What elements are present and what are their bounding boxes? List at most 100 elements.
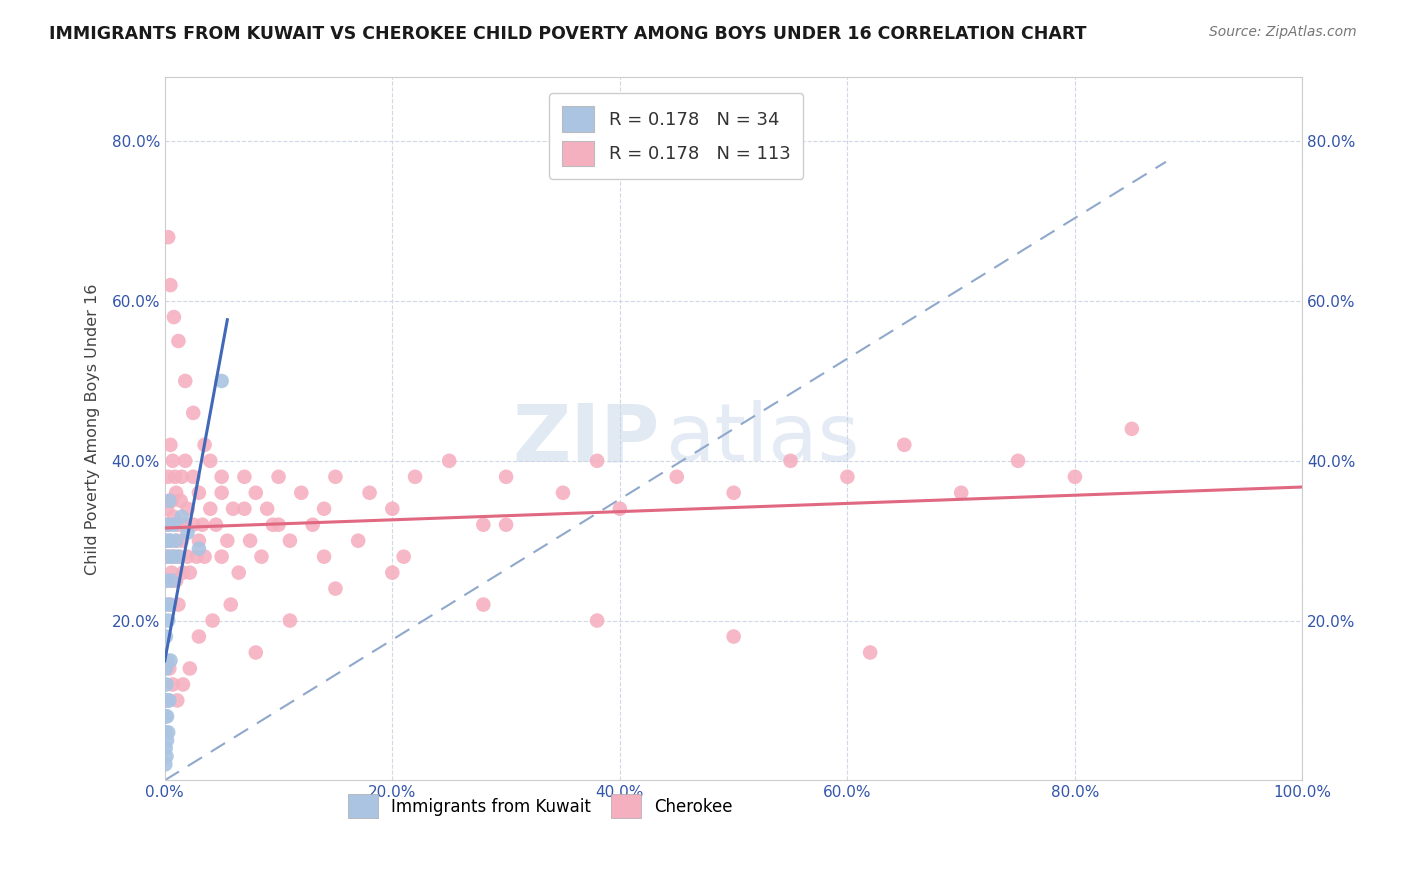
Point bbox=[156, 549, 179, 564]
Point bbox=[163, 574, 186, 588]
Point bbox=[156, 733, 179, 747]
Point bbox=[381, 566, 404, 580]
Point bbox=[174, 374, 197, 388]
Point bbox=[228, 566, 250, 580]
Point bbox=[194, 438, 217, 452]
Point bbox=[157, 549, 180, 564]
Text: atlas: atlas bbox=[665, 401, 859, 478]
Point bbox=[174, 517, 197, 532]
Point bbox=[160, 574, 183, 588]
Point bbox=[392, 549, 415, 564]
Point bbox=[157, 493, 180, 508]
Point bbox=[179, 661, 201, 675]
Point bbox=[245, 485, 267, 500]
Point bbox=[174, 454, 197, 468]
Point bbox=[250, 549, 273, 564]
Point bbox=[159, 533, 181, 548]
Point bbox=[170, 493, 193, 508]
Legend: Immigrants from Kuwait, Cherokee: Immigrants from Kuwait, Cherokee bbox=[342, 788, 740, 825]
Point bbox=[163, 549, 186, 564]
Point bbox=[162, 549, 184, 564]
Point bbox=[211, 549, 233, 564]
Point bbox=[245, 646, 267, 660]
Point bbox=[267, 517, 290, 532]
Point bbox=[233, 470, 256, 484]
Point bbox=[837, 470, 859, 484]
Point bbox=[155, 725, 177, 739]
Point bbox=[159, 278, 181, 293]
Point bbox=[211, 374, 233, 388]
Point bbox=[211, 470, 233, 484]
Point bbox=[609, 501, 631, 516]
Text: ZIP: ZIP bbox=[512, 401, 659, 478]
Point bbox=[301, 517, 323, 532]
Point bbox=[155, 749, 177, 764]
Point bbox=[157, 661, 180, 675]
Point bbox=[167, 549, 190, 564]
Point bbox=[157, 470, 180, 484]
Point bbox=[172, 566, 194, 580]
Point bbox=[893, 438, 915, 452]
Point bbox=[160, 493, 183, 508]
Point bbox=[159, 533, 181, 548]
Point bbox=[170, 470, 193, 484]
Y-axis label: Child Poverty Among Boys Under 16: Child Poverty Among Boys Under 16 bbox=[86, 283, 100, 574]
Point bbox=[157, 693, 180, 707]
Point bbox=[166, 693, 188, 707]
Point bbox=[167, 517, 190, 532]
Point bbox=[205, 517, 228, 532]
Point bbox=[472, 517, 495, 532]
Point bbox=[163, 517, 186, 532]
Point bbox=[155, 598, 177, 612]
Point bbox=[723, 630, 745, 644]
Point bbox=[155, 693, 177, 707]
Point bbox=[181, 470, 204, 484]
Point bbox=[586, 614, 609, 628]
Point bbox=[1121, 422, 1143, 436]
Point bbox=[157, 517, 180, 532]
Point bbox=[859, 646, 882, 660]
Point bbox=[159, 598, 181, 612]
Point bbox=[162, 677, 184, 691]
Point bbox=[159, 438, 181, 452]
Point bbox=[187, 541, 209, 556]
Point bbox=[262, 517, 284, 532]
Point bbox=[156, 709, 179, 723]
Point bbox=[187, 630, 209, 644]
Point bbox=[495, 470, 517, 484]
Point bbox=[187, 533, 209, 548]
Point bbox=[157, 598, 180, 612]
Point bbox=[157, 517, 180, 532]
Point bbox=[163, 509, 186, 524]
Point bbox=[163, 310, 186, 324]
Point bbox=[187, 485, 209, 500]
Point bbox=[176, 525, 198, 540]
Point bbox=[551, 485, 574, 500]
Point bbox=[191, 517, 214, 532]
Point bbox=[157, 693, 180, 707]
Point bbox=[312, 501, 335, 516]
Point bbox=[155, 709, 177, 723]
Point bbox=[156, 653, 179, 667]
Point bbox=[1064, 470, 1087, 484]
Point bbox=[176, 549, 198, 564]
Point bbox=[181, 517, 204, 532]
Point bbox=[381, 501, 404, 516]
Point bbox=[290, 485, 312, 500]
Point bbox=[278, 533, 301, 548]
Point bbox=[186, 549, 208, 564]
Point bbox=[155, 661, 177, 675]
Point bbox=[167, 334, 190, 348]
Point bbox=[219, 598, 242, 612]
Text: Source: ZipAtlas.com: Source: ZipAtlas.com bbox=[1209, 25, 1357, 39]
Point bbox=[159, 653, 181, 667]
Point bbox=[278, 614, 301, 628]
Point bbox=[155, 757, 177, 772]
Point bbox=[157, 493, 180, 508]
Point bbox=[157, 614, 180, 628]
Point bbox=[163, 470, 186, 484]
Point bbox=[155, 630, 177, 644]
Text: IMMIGRANTS FROM KUWAIT VS CHEROKEE CHILD POVERTY AMONG BOYS UNDER 16 CORRELATION: IMMIGRANTS FROM KUWAIT VS CHEROKEE CHILD… bbox=[49, 25, 1087, 43]
Point bbox=[160, 566, 183, 580]
Point bbox=[222, 501, 245, 516]
